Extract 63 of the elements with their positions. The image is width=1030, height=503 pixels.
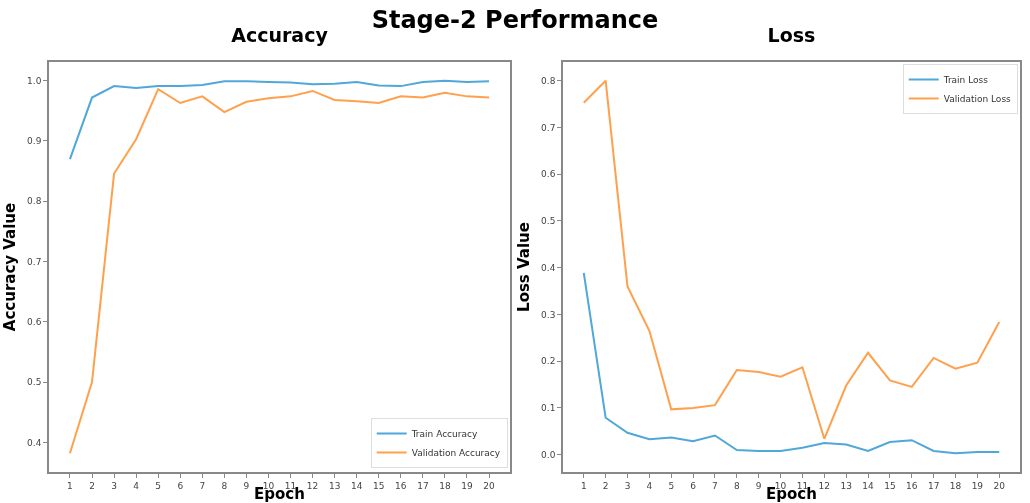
x-tick-label: 7	[199, 480, 206, 491]
y-tick-label: 0.9	[27, 136, 42, 147]
x-tick-label: 14	[350, 480, 363, 491]
x-tick-label: 16	[906, 480, 918, 491]
y-tick-label: 0.4	[27, 437, 42, 448]
line-series	[582, 271, 1001, 455]
y-tick-label: 0.1	[541, 403, 556, 414]
x-tick-label: 5	[668, 480, 675, 491]
chart-title: Loss	[767, 24, 816, 46]
x-tick-label: 5	[155, 480, 162, 491]
x-tick-label: 7	[712, 480, 718, 491]
x-tick-label: 13	[840, 480, 852, 491]
x-tick-label: 3	[624, 480, 631, 491]
y-tick-label: 0.7	[27, 256, 42, 267]
y-tick-label: 1.0	[27, 75, 42, 86]
x-tick-label: 18	[949, 480, 962, 491]
x-tick-label: 17	[927, 480, 940, 491]
x-tick-label: 2	[602, 480, 609, 491]
legend-label: Validation Loss	[943, 94, 1012, 105]
chart-title: Accuracy	[231, 24, 329, 46]
y-tick-label: 0.5	[541, 216, 556, 227]
legend-label: Train Loss	[942, 75, 989, 86]
x-tick-label: 20	[993, 480, 1006, 491]
y-tick-label: 0.7	[541, 122, 556, 133]
x-tick-label: 8	[221, 480, 228, 491]
y-tick-label: 0.6	[541, 169, 556, 180]
x-tick-label: 4	[133, 480, 140, 491]
x-tick-label: 19	[461, 480, 473, 491]
x-tick-label: 13	[328, 480, 341, 491]
x-tick-label: 9	[243, 480, 250, 491]
y-tick-label: 0.4	[541, 262, 556, 273]
y-tick-label: 0.3	[541, 309, 556, 320]
y-tick-label: 0.6	[27, 317, 42, 328]
x-tick-label: 16	[395, 480, 407, 491]
y-tick-label: 0.0	[541, 449, 556, 460]
x-tick-label: 9	[755, 480, 762, 491]
x-tick-label: 1	[67, 480, 73, 491]
y-tick-label: 0.8	[541, 75, 556, 86]
legend-label: Validation Accuracy	[411, 447, 501, 458]
x-tick-label: 3	[111, 480, 117, 491]
x-tick-label: 14	[862, 480, 875, 491]
line-series	[68, 79, 491, 161]
x-tick-label: 6	[177, 480, 184, 491]
y-axis-title: Loss Value	[515, 222, 533, 312]
x-tick-label: 6	[690, 480, 697, 491]
y-axis-title: Accuracy Value	[0, 202, 19, 332]
x-tick-label: 15	[373, 480, 385, 491]
x-tick-label: 19	[971, 480, 984, 491]
x-tick-label: 2	[89, 480, 95, 491]
x-tick-label: 4	[646, 480, 653, 491]
text: Stage-2 Performance	[371, 6, 659, 34]
y-tick-label: 0.5	[27, 377, 42, 388]
y-tick-label: 0.2	[541, 356, 556, 367]
x-tick-label: 12	[818, 480, 831, 491]
x-tick-label: 15	[884, 480, 896, 491]
x-tick-label: 8	[733, 480, 740, 491]
x-tick-label: 1	[580, 480, 587, 491]
x-tick-label: 18	[439, 480, 451, 491]
legend-label: Train Accuracy	[410, 428, 478, 439]
x-tick-label: 12	[306, 480, 319, 491]
x-tick-label: 20	[483, 480, 496, 491]
x-tick-label: 17	[417, 480, 429, 491]
y-tick-label: 0.8	[27, 196, 42, 207]
